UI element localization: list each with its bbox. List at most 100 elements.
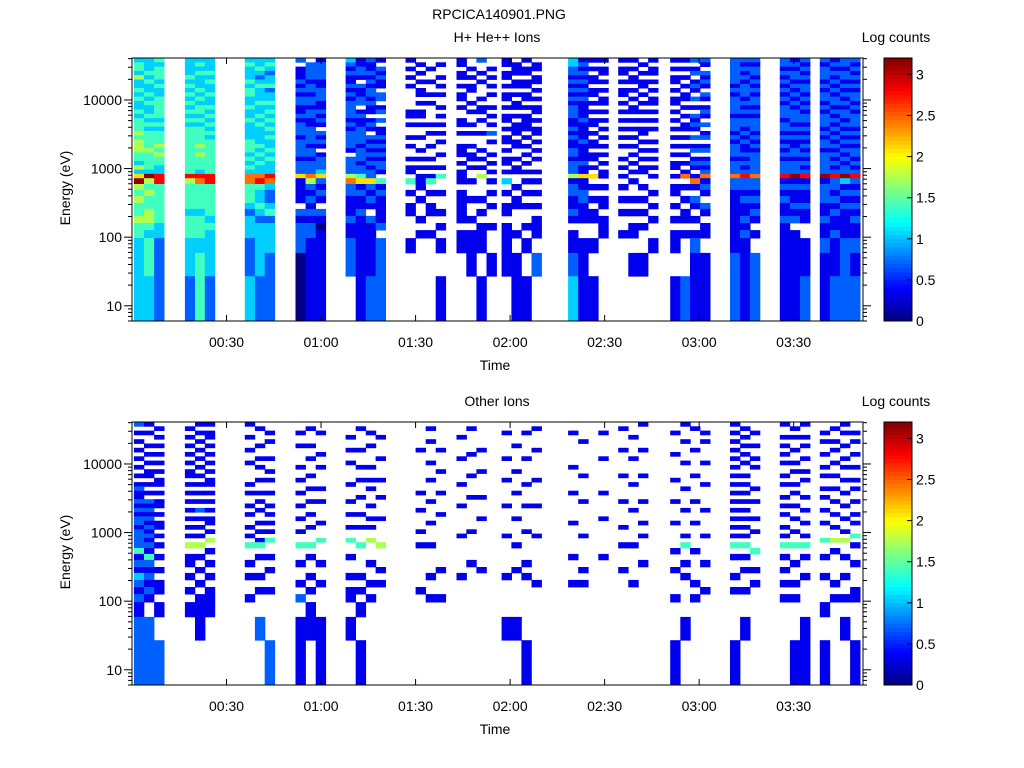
heatmap-cell xyxy=(264,156,276,162)
heatmap-cell xyxy=(133,88,145,93)
panel-title: H+ He++ Ions xyxy=(453,29,541,45)
heatmap-cell xyxy=(375,131,386,136)
heatmap-cell xyxy=(133,548,145,555)
heatmap-cell xyxy=(254,195,266,204)
colorbar-swatch xyxy=(884,500,912,505)
heatmap-cell xyxy=(355,161,367,166)
heatmap-cell xyxy=(415,490,426,496)
heatmap-cell xyxy=(531,447,542,453)
heatmap-cell xyxy=(375,105,386,110)
heatmap-cell xyxy=(133,490,145,496)
heatmap-cell xyxy=(476,70,487,76)
heatmap-cell xyxy=(840,594,851,603)
heatmap-cell xyxy=(501,252,512,277)
heatmap-cell xyxy=(850,143,861,149)
colorbar-swatch xyxy=(884,438,912,444)
heatmap-cell xyxy=(511,203,522,210)
heatmap-cell xyxy=(133,533,145,539)
colorbar-swatch xyxy=(884,78,912,84)
heatmap-cell xyxy=(749,88,761,93)
heatmap-cell xyxy=(204,223,216,231)
heatmap-cell xyxy=(598,152,609,158)
heatmap-cell xyxy=(730,88,741,93)
heatmap-cell xyxy=(355,230,367,239)
heatmap-cell xyxy=(730,525,741,530)
heatmap-cell xyxy=(204,460,216,466)
heatmap-cell xyxy=(578,105,589,110)
heatmap-cell xyxy=(749,230,761,239)
heatmap-cell xyxy=(740,66,751,72)
heatmap-cell xyxy=(435,469,447,474)
heatmap-cell xyxy=(365,148,377,153)
heatmap-cell xyxy=(850,70,861,76)
heatmap-cell xyxy=(184,178,196,185)
heatmap-cell xyxy=(800,215,811,224)
heatmap-cell xyxy=(730,66,741,72)
heatmap-cell xyxy=(195,105,206,110)
heatmap-cell xyxy=(305,152,316,158)
heatmap-cell xyxy=(819,113,831,119)
heatmap-cell xyxy=(840,100,851,106)
heatmap-cell xyxy=(405,122,416,128)
heatmap-cell xyxy=(850,109,861,115)
heatmap-cell xyxy=(355,165,367,170)
heatmap-cell xyxy=(789,88,801,93)
heatmap-cell xyxy=(531,426,542,431)
heatmap-cell xyxy=(264,184,276,191)
heatmap-cell xyxy=(700,533,711,539)
heatmap-cell xyxy=(154,512,165,517)
heatmap-cell xyxy=(598,143,609,149)
heatmap-cell xyxy=(144,579,155,588)
heatmap-cell xyxy=(204,105,216,110)
heatmap-cell xyxy=(365,88,377,93)
heatmap-cell xyxy=(779,143,791,149)
heatmap-cell xyxy=(521,223,532,231)
heatmap-cell xyxy=(244,83,256,89)
heatmap-cell xyxy=(195,490,206,496)
heatmap-cell xyxy=(195,75,206,80)
heatmap-cell xyxy=(840,430,851,436)
heatmap-cell xyxy=(254,587,266,595)
colorbar-swatch xyxy=(884,70,912,75)
heatmap-cell xyxy=(789,92,801,97)
heatmap-cell xyxy=(254,537,266,543)
heatmap-cell xyxy=(819,464,831,470)
heatmap-cell xyxy=(295,105,306,110)
colorbar-swatch xyxy=(884,275,912,281)
heatmap-cell xyxy=(598,66,609,72)
heatmap-cell xyxy=(829,447,841,453)
heatmap-cell xyxy=(244,122,256,128)
colorbar-tick-label: 1 xyxy=(916,595,924,611)
heatmap-cell xyxy=(195,161,206,166)
heatmap-cell xyxy=(204,499,216,504)
heatmap-cell xyxy=(800,443,811,449)
heatmap-cell xyxy=(254,131,266,136)
colorbar-swatch xyxy=(884,561,912,567)
heatmap-cell xyxy=(476,105,487,110)
heatmap-cell xyxy=(568,161,579,166)
heatmap-cell xyxy=(184,452,196,457)
heatmap-cell xyxy=(305,230,316,239)
heatmap-cell xyxy=(355,208,367,217)
heatmap-cell xyxy=(800,252,811,277)
heatmap-cell xyxy=(456,533,467,539)
heatmap-cell xyxy=(578,100,589,106)
heatmap-cell xyxy=(244,230,256,239)
colorbar-swatch xyxy=(884,284,912,289)
heatmap-cell xyxy=(405,83,416,89)
heatmap-cell xyxy=(680,58,691,63)
heatmap-cell xyxy=(295,184,306,191)
heatmap-cell xyxy=(521,96,532,102)
heatmap-cell xyxy=(264,143,276,149)
heatmap-cell xyxy=(305,105,316,110)
heatmap-cell xyxy=(800,616,811,641)
heatmap-cell xyxy=(779,88,791,93)
heatmap-cell xyxy=(779,195,791,204)
heatmap-cell xyxy=(819,223,831,231)
heatmap-cell xyxy=(638,100,649,106)
heatmap-cell xyxy=(204,70,216,76)
heatmap-cell xyxy=(133,184,145,191)
heatmap-cell xyxy=(749,58,761,63)
heatmap-cell xyxy=(819,276,831,322)
heatmap-cell xyxy=(305,79,316,85)
